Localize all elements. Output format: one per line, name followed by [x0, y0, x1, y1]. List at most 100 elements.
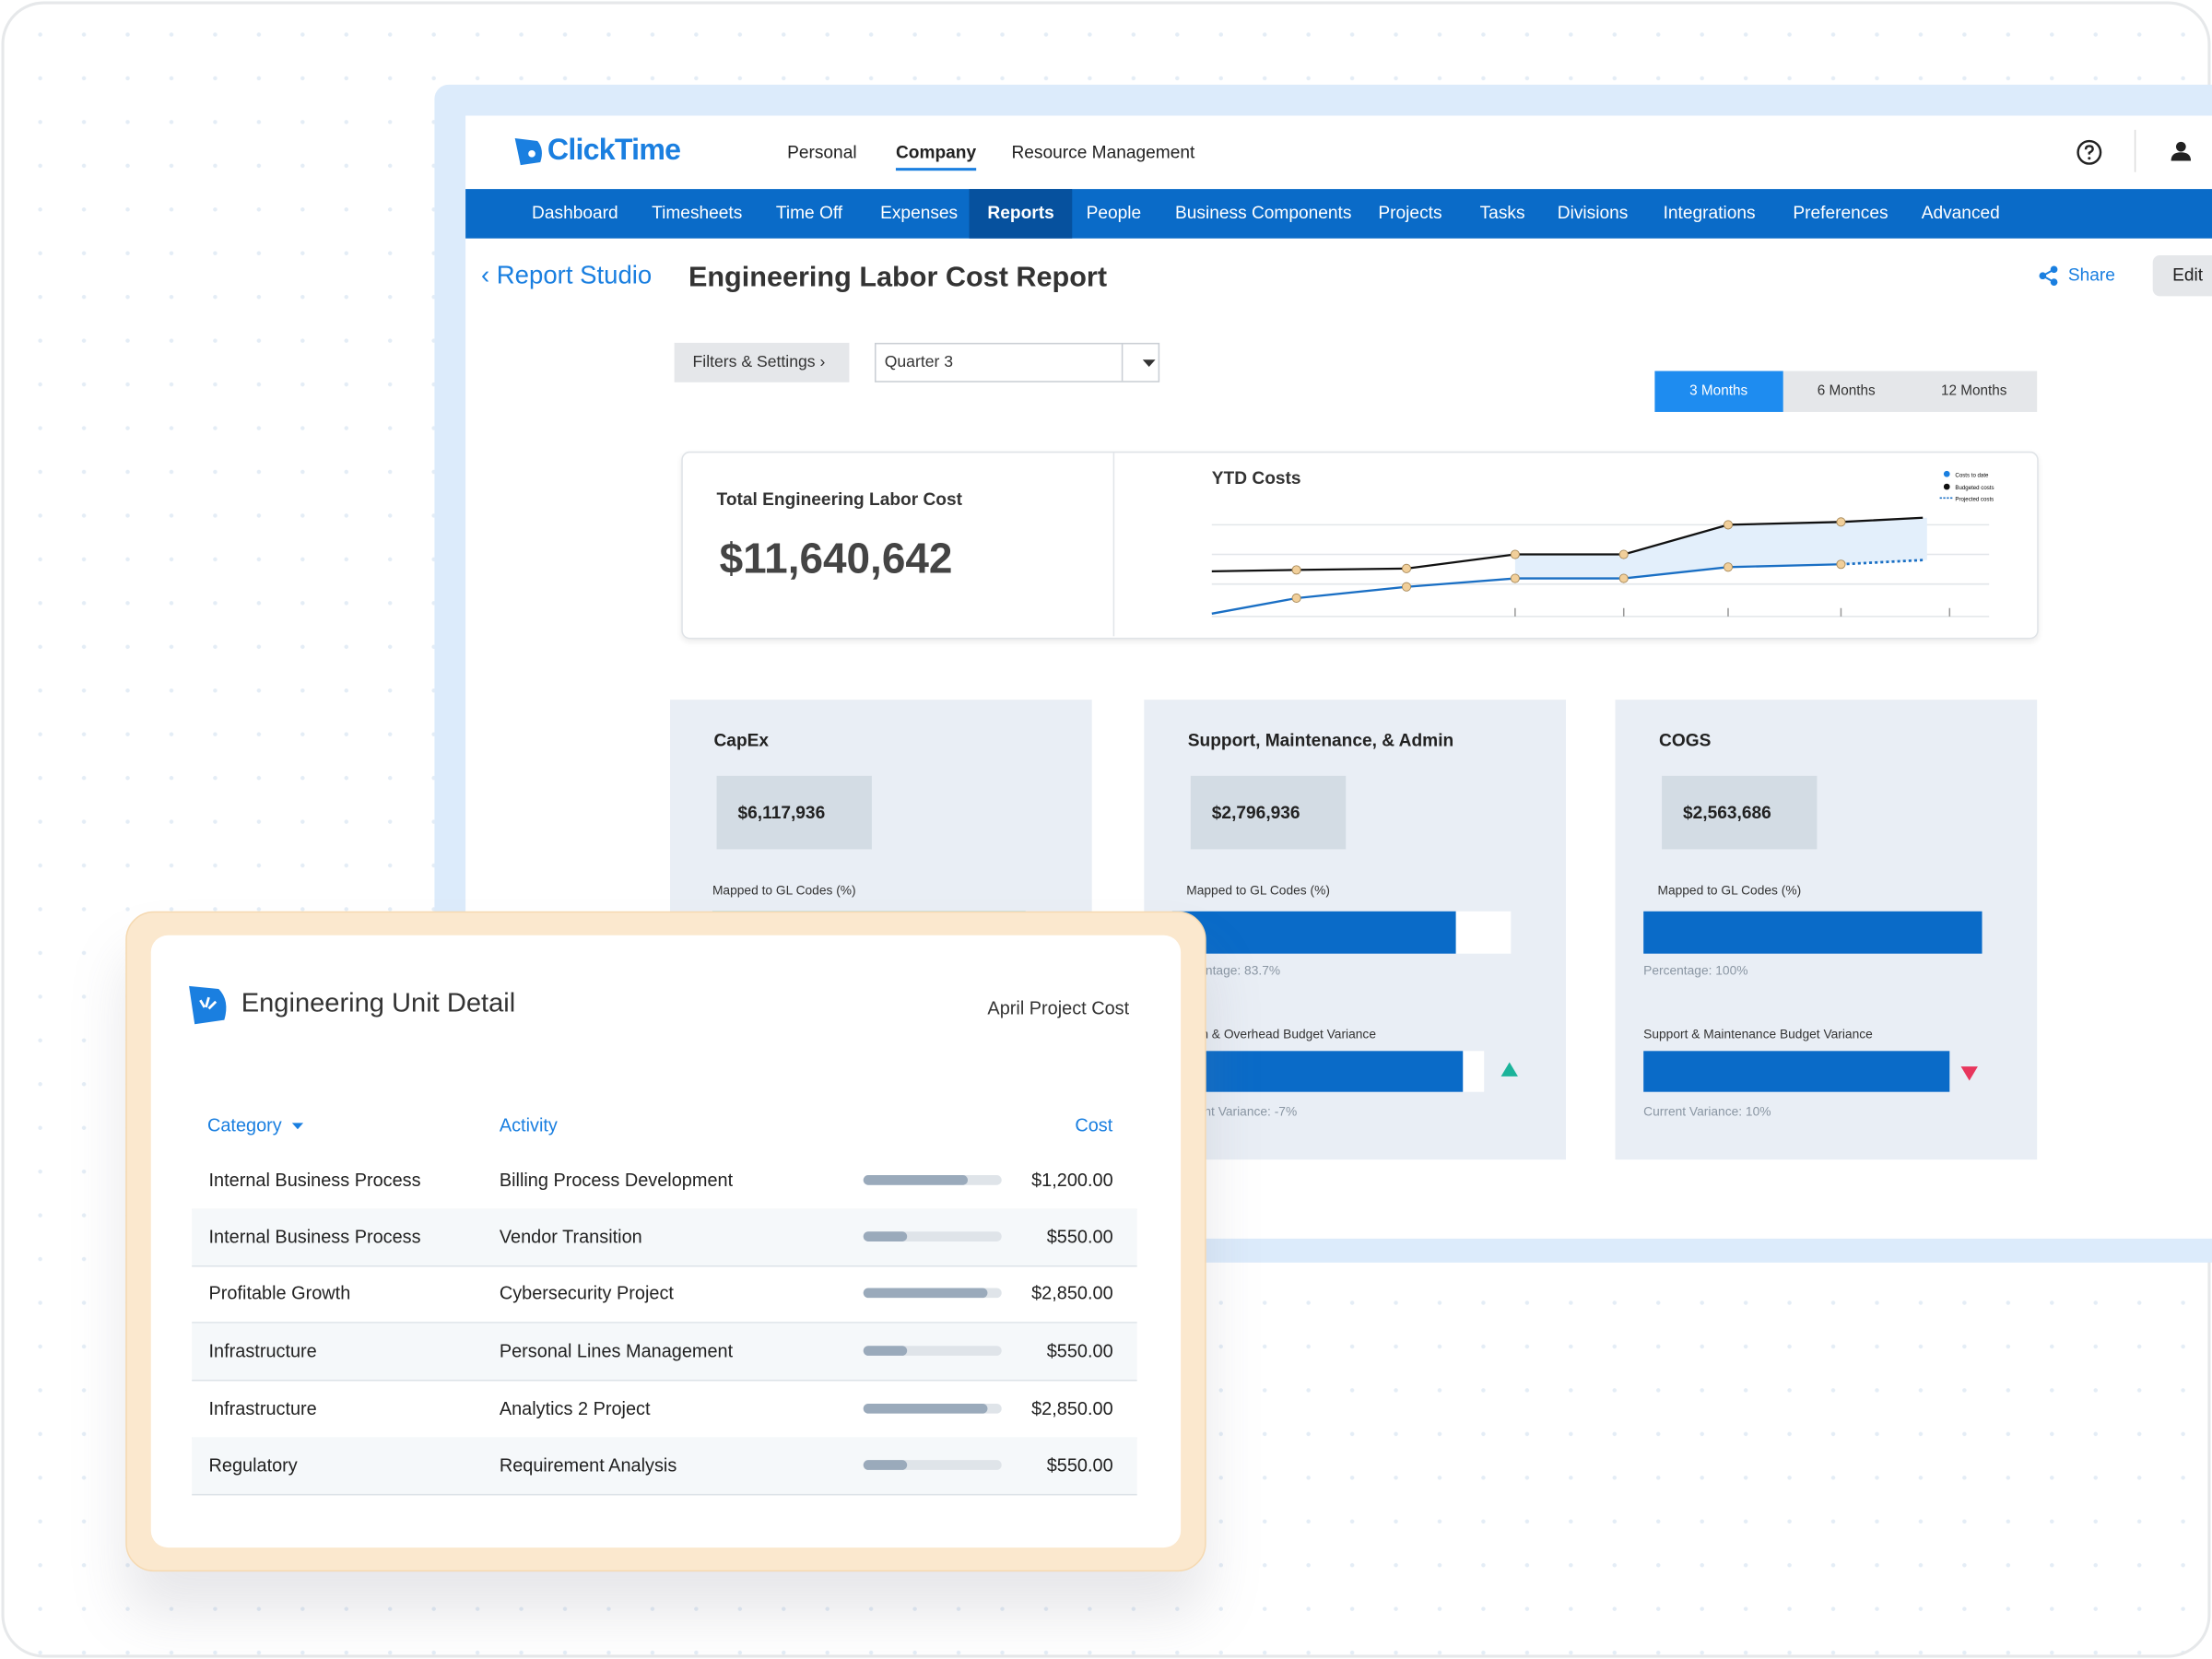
sort-caret[interactable]	[287, 1117, 306, 1131]
total-label: Total Engineering Labor Cost	[716, 489, 963, 510]
filters-text[interactable]: Filters & Settings	[692, 354, 816, 371]
caret	[1142, 359, 1156, 367]
nav-link[interactable]: Personal	[787, 142, 857, 163]
cost-cell: $1,200.00	[1031, 1169, 1113, 1191]
cost-track	[863, 1346, 1002, 1356]
cost-bar	[863, 1403, 988, 1414]
column-title[interactable]: Category	[206, 1114, 282, 1136]
cost-track	[863, 1288, 1002, 1299]
variance-value: Current Variance: 10%	[1643, 1104, 1771, 1119]
mapped-percentage: Percentage: 100%	[1643, 963, 1748, 978]
cost-track	[863, 1174, 1002, 1185]
divider	[2134, 129, 2136, 172]
legend-label: Budgeted costs	[1955, 485, 1994, 491]
chart-points	[1291, 517, 1846, 604]
period-value[interactable]: Quarter 3	[884, 354, 954, 371]
range-toggle: 3 Months 6 Months 12 Months	[1654, 371, 2038, 412]
legend-swatch	[1943, 483, 1950, 490]
cost-bar	[863, 1288, 988, 1299]
cost-track	[863, 1403, 1002, 1414]
menu-item[interactable]: Dashboard	[532, 203, 618, 223]
select-arrow[interactable]	[1121, 344, 1159, 382]
budget-band	[1514, 517, 1927, 579]
cost-bar	[863, 1346, 908, 1356]
mapped-track	[1643, 911, 1983, 954]
cost-track	[863, 1460, 1002, 1470]
table-row: Regulatory Requirement Analysis $550.00	[192, 1437, 1137, 1496]
edit-button[interactable]: Edit	[2152, 255, 2212, 297]
category-cell: Profitable Growth	[208, 1282, 351, 1304]
report-title: Engineering Labor Cost Report	[688, 262, 1108, 294]
panel-title: CapEx	[713, 730, 770, 751]
range-option[interactable]: 6 Months	[1817, 383, 1876, 400]
back-link[interactable]: ‹ Report Studio	[480, 261, 653, 289]
panel-title: Support, Maintenance, & Admin	[1187, 730, 1454, 751]
menu-item[interactable]: Business Components	[1174, 203, 1352, 223]
detail-icon	[189, 985, 227, 1025]
table-row: Internal Business Process Vendor Transiti…	[192, 1208, 1137, 1267]
menu-item[interactable]: Integrations	[1663, 203, 1756, 223]
menu-item[interactable]: Divisions	[1557, 203, 1629, 223]
share-button[interactable]: Share	[2067, 265, 2115, 286]
menu-item[interactable]: People	[1086, 203, 1142, 223]
category-cell: Infrastructure	[208, 1340, 317, 1362]
menu-item[interactable]: Advanced	[1921, 203, 2000, 223]
nav-link-active[interactable]: Company	[895, 143, 977, 171]
panel-title: COGS	[1658, 730, 1712, 751]
menu-item[interactable]: Tasks	[1479, 203, 1525, 223]
divider	[1112, 453, 1115, 637]
activity-cell: Billing Process Development	[499, 1169, 734, 1191]
menu-item[interactable]: Preferences	[1793, 203, 1888, 223]
period-select[interactable]: Quarter 3	[874, 342, 1160, 382]
cost-cell: $550.00	[1046, 1226, 1113, 1248]
panel: COGS $2,563,686 Mapped to GL Codes (%) Perc…	[1615, 700, 2038, 1160]
detail-subtitle: April Project Cost	[987, 997, 1130, 1019]
variance-bar	[1643, 1051, 1950, 1092]
mapped-label: Mapped to GL Codes (%)	[1186, 883, 1330, 898]
category-cell: Regulatory	[208, 1454, 298, 1477]
help-icon[interactable]	[2076, 138, 2104, 167]
user-icon[interactable]	[2170, 140, 2192, 162]
column-header[interactable]: Cost	[1075, 1114, 1113, 1136]
menu-item[interactable]: Reports	[969, 189, 1073, 239]
cost-cell: $550.00	[1046, 1454, 1113, 1477]
back-text[interactable]: Report Studio	[496, 261, 653, 289]
mapped-label: Mapped to GL Codes (%)	[1657, 883, 1802, 898]
activity-cell: Vendor Transition	[499, 1226, 642, 1248]
range-option[interactable]: 3 Months	[1654, 371, 1783, 412]
total-value: $11,640,642	[719, 535, 953, 583]
filters-button[interactable]: Filters & Settings ›	[674, 342, 850, 382]
table-row: Internal Business Process Billing Process…	[192, 1153, 1137, 1211]
variance-bar	[1171, 1051, 1464, 1092]
chart-title: YTD Costs	[1211, 468, 1301, 488]
column-header[interactable]: Category	[207, 1114, 307, 1135]
menu-item[interactable]: Expenses	[880, 203, 959, 223]
cost-cell: $2,850.00	[1031, 1282, 1113, 1304]
ytd-chart: Costs to date Budgeted costs Projected c…	[1211, 470, 1994, 618]
menu-item[interactable]: Time Off	[775, 203, 843, 223]
table-row: Infrastructure Analytics 2 Project $2,850.…	[192, 1381, 1137, 1440]
cost-cell: $550.00	[1046, 1340, 1113, 1362]
variance-label: Support & Maintenance Budget Variance	[1643, 1027, 1873, 1041]
menu-item[interactable]: Timesheets	[652, 203, 743, 223]
menu-item[interactable]: Projects	[1378, 203, 1442, 223]
share-icon[interactable]	[2039, 265, 2060, 287]
mapped-track	[1171, 911, 1512, 954]
mapped-bar	[1643, 911, 1983, 954]
logo[interactable]: ClickTime	[547, 134, 681, 167]
variance-arrow	[1960, 1066, 1978, 1081]
menu-bar: Dashboard Timesheets Time Off Expenses Repor…	[465, 189, 2212, 239]
panel-value: $2,796,936	[1190, 775, 1347, 850]
cost-bar	[863, 1231, 908, 1241]
nav-link[interactable]: Resource Management	[1011, 142, 1195, 163]
category-cell: Internal Business Process	[208, 1226, 421, 1248]
legend-label: Costs to date	[1955, 472, 1989, 478]
column-header[interactable]: Activity	[499, 1114, 558, 1136]
range-option[interactable]: 12 Months	[1940, 383, 2007, 400]
panel-value: $6,117,936	[716, 775, 872, 850]
cost-bar	[863, 1174, 968, 1185]
projected-line	[1841, 559, 1924, 566]
legend-swatch	[1943, 470, 1950, 477]
